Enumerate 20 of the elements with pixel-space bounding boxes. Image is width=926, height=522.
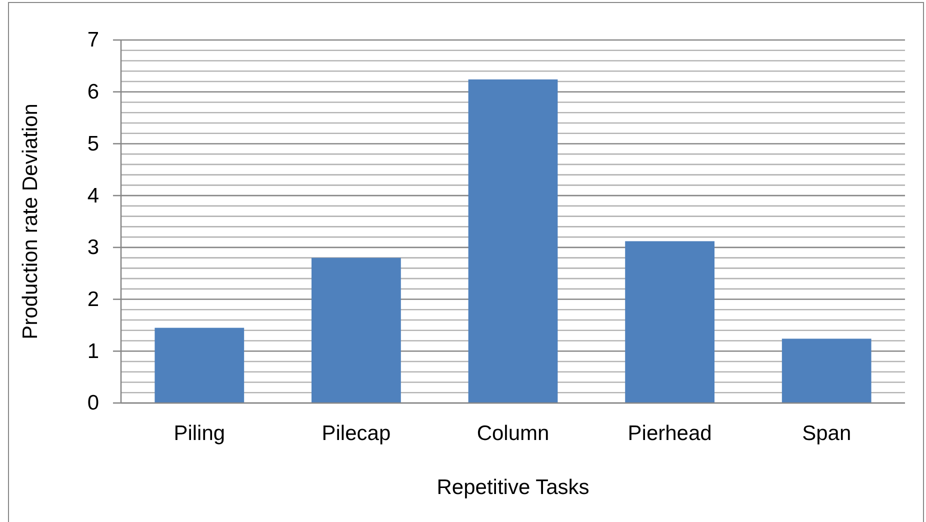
x-tick-label: Span bbox=[802, 422, 852, 445]
y-tick-label: 5 bbox=[87, 132, 99, 156]
x-axis-title: Repetitive Tasks bbox=[436, 476, 590, 499]
y-axis-title: Production rate Deviation bbox=[19, 104, 42, 340]
x-tick-label: Pierhead bbox=[628, 422, 712, 445]
y-tick-label: 6 bbox=[87, 80, 99, 104]
x-tick-label: Piling bbox=[174, 422, 226, 445]
y-tick-label: 2 bbox=[87, 288, 99, 312]
y-tick-label: 4 bbox=[87, 184, 100, 208]
bar bbox=[468, 79, 558, 403]
bar bbox=[782, 338, 872, 403]
y-tick-label: 3 bbox=[87, 236, 99, 260]
x-tick-label: Column bbox=[476, 422, 550, 445]
bar bbox=[312, 258, 401, 403]
y-tick-label: 1 bbox=[87, 340, 99, 363]
bar bbox=[625, 241, 714, 403]
y-tick-label: 7 bbox=[87, 28, 99, 52]
y-tick-label: 0 bbox=[87, 392, 99, 415]
bar bbox=[154, 328, 244, 403]
x-tick-label: Pilecap bbox=[322, 422, 391, 445]
